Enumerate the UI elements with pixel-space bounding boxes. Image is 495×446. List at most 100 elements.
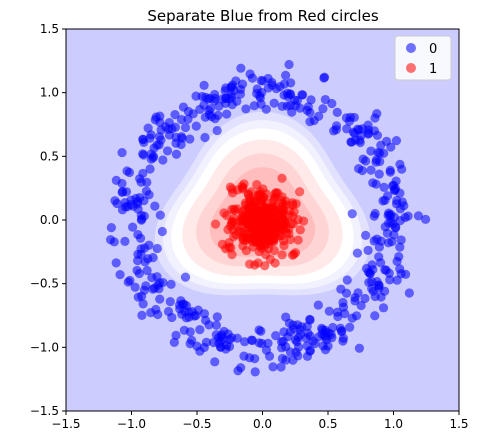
point-series-0: [139, 150, 149, 160]
point-series-1: [295, 225, 305, 235]
point-series-0: [276, 362, 286, 372]
point-series-0: [376, 140, 386, 150]
point-series-1: [222, 210, 232, 221]
point-series-0: [346, 137, 357, 147]
point-series-0: [145, 164, 155, 174]
point-series-0: [319, 72, 330, 82]
point-series-0: [124, 167, 135, 178]
point-series-1: [269, 246, 279, 256]
point-series-0: [179, 299, 189, 309]
point-series-0: [305, 314, 315, 324]
point-series-0: [386, 142, 396, 152]
point-series-0: [158, 277, 168, 288]
point-series-0: [404, 288, 414, 298]
point-series-0: [152, 243, 162, 254]
point-series-0: [157, 226, 167, 237]
point-series-0: [370, 311, 380, 321]
point-series-0: [388, 219, 398, 229]
point-series-0: [109, 237, 119, 247]
point-series-0: [364, 277, 374, 288]
point-series-0: [332, 107, 342, 118]
y-tick-label: 1.5: [40, 22, 59, 36]
point-series-1: [252, 180, 262, 190]
point-series-0: [370, 208, 380, 219]
point-series-1: [276, 195, 287, 206]
point-series-0: [130, 282, 140, 292]
point-series-0: [394, 252, 404, 262]
point-series-0: [372, 109, 382, 119]
point-series-0: [338, 302, 349, 312]
point-series-1: [241, 235, 251, 246]
y-axis-ticks: −1.5 −1.0 −0.5 0.0 0.5 1.0 1.5: [30, 22, 66, 418]
point-series-0: [297, 90, 307, 100]
point-series-0: [349, 128, 360, 138]
point-series-0: [366, 165, 376, 175]
point-series-1: [295, 187, 305, 197]
point-series-0: [222, 109, 232, 119]
point-series-0: [369, 236, 379, 246]
point-series-0: [366, 146, 376, 156]
point-series-0: [395, 242, 405, 252]
point-series-0: [191, 91, 201, 101]
point-series-0: [162, 146, 173, 156]
point-series-0: [271, 331, 281, 341]
point-series-0: [249, 101, 259, 111]
point-series-0: [171, 149, 182, 159]
point-series-0: [267, 80, 277, 90]
point-series-0: [112, 198, 122, 209]
point-series-0: [302, 351, 313, 361]
plot-area: [65, 28, 460, 412]
point-series-1: [288, 219, 298, 229]
point-series-0: [385, 165, 395, 175]
point-series-0: [369, 126, 379, 136]
point-series-0: [237, 79, 248, 89]
point-series-0: [421, 214, 431, 224]
point-series-0: [354, 343, 365, 353]
point-series-0: [151, 112, 161, 122]
point-series-0: [360, 293, 370, 304]
point-series-1: [285, 205, 295, 216]
point-series-0: [328, 322, 338, 333]
point-series-0: [353, 288, 363, 298]
point-series-0: [347, 313, 357, 323]
point-series-0: [177, 133, 187, 143]
x-axis-ticks: −1.5 −1.0 −0.5 0.0 0.5 1.0 1.5: [51, 411, 469, 431]
x-tick-label: −1.5: [51, 417, 80, 431]
point-series-1: [250, 212, 260, 223]
y-tick-label: 0.0: [40, 213, 59, 227]
point-series-0: [275, 82, 285, 92]
point-series-0: [367, 260, 377, 270]
point-series-0: [217, 329, 227, 340]
point-series-1: [225, 221, 236, 231]
y-tick-label: −1.0: [30, 340, 59, 354]
point-series-0: [306, 95, 316, 105]
point-series-0: [361, 230, 371, 241]
point-series-0: [372, 277, 382, 287]
point-series-0: [138, 299, 148, 309]
point-series-0: [106, 223, 116, 233]
point-series-0: [361, 156, 371, 166]
point-series-0: [195, 325, 205, 335]
point-series-0: [176, 114, 187, 125]
point-series-0: [200, 132, 210, 143]
point-series-0: [261, 104, 271, 114]
point-series-0: [277, 353, 288, 364]
point-series-0: [169, 337, 179, 347]
point-series-0: [380, 195, 390, 205]
point-series-1: [287, 198, 298, 208]
point-series-0: [154, 132, 165, 142]
point-series-0: [295, 325, 305, 335]
point-series-0: [111, 258, 121, 268]
point-series-0: [184, 312, 194, 322]
point-series-0: [235, 89, 246, 99]
point-series-0: [305, 331, 315, 341]
point-series-1: [257, 215, 268, 225]
legend-marker-0: [406, 43, 416, 53]
point-series-0: [363, 245, 373, 255]
point-series-0: [143, 254, 153, 264]
point-series-1: [293, 235, 303, 245]
x-tick-label: 0.0: [253, 417, 272, 431]
point-series-0: [357, 124, 368, 134]
point-series-1: [256, 240, 266, 251]
point-series-0: [281, 312, 291, 322]
